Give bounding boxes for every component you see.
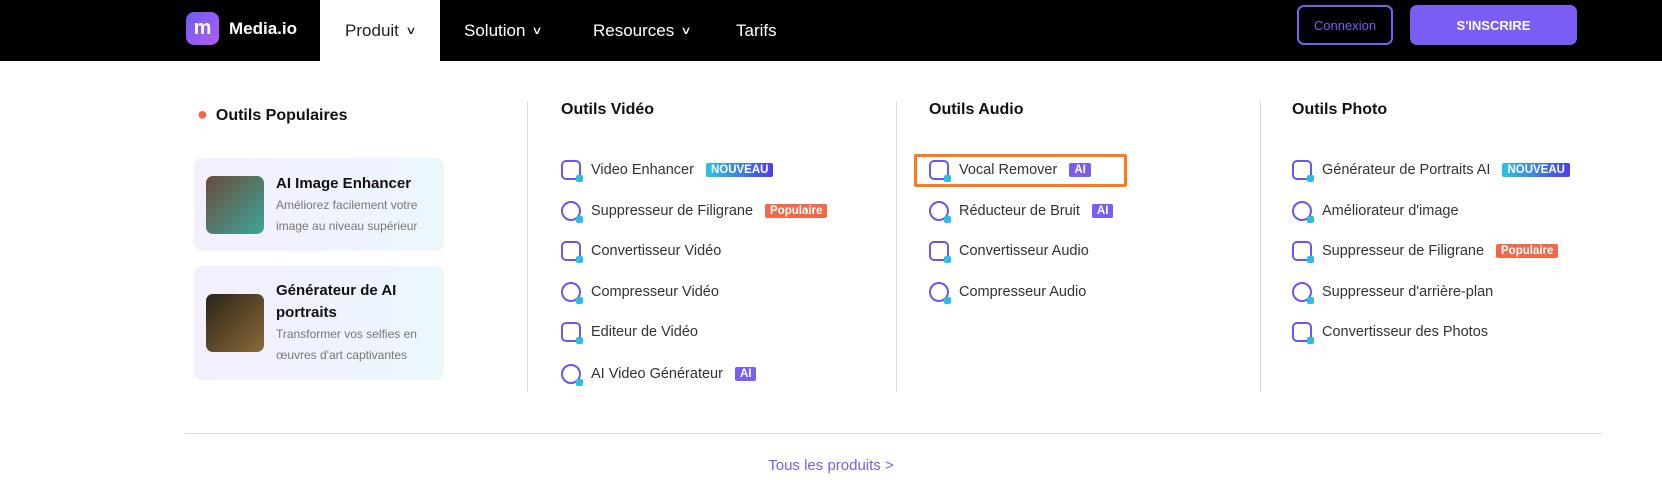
photo-item[interactable]: Suppresseur d'arrière-plan: [1292, 279, 1493, 305]
card-thumbnail: [206, 175, 264, 234]
nav-label: Solution: [464, 20, 526, 40]
card-title: AI Image Enhancer: [276, 174, 412, 192]
all-products-link-text[interactable]: Tous les produits >: [768, 457, 894, 474]
nav-label: Resources: [593, 20, 675, 40]
item-badge: AI: [1091, 204, 1114, 218]
background-remove-icon: [1292, 282, 1314, 304]
photo-item[interactable]: Améliorateur d'image: [1292, 198, 1459, 224]
nav-resources[interactable]: Resources ∨: [593, 0, 692, 61]
divider: [896, 101, 897, 392]
signup-button[interactable]: S'INSCRIRE: [1410, 5, 1577, 45]
item-label: Suppresseur d'arrière-plan: [1322, 284, 1494, 300]
nav-label: Produit: [345, 20, 399, 40]
video-item[interactable]: Editeur de Vidéo: [561, 319, 698, 345]
divider: [185, 433, 1602, 434]
card-ai-image-enhancer[interactable]: AI Image Enhancer Améliorez facilement vo…: [194, 158, 444, 251]
portrait-ai-icon: [1292, 160, 1314, 182]
watermark-remove-icon: [561, 201, 583, 223]
photo-item[interactable]: Suppresseur de Filigrane Populaire: [1292, 238, 1559, 264]
item-label: Suppresseur de Filigrane: [591, 203, 754, 219]
popular-title-text: Outils Populaires: [215, 107, 348, 124]
fire-icon: ●: [197, 104, 208, 124]
photo-item[interactable]: Convertisseur des Photos: [1292, 319, 1488, 345]
item-badge: Populaire: [765, 204, 828, 218]
audio-compress-icon: [929, 282, 951, 304]
divider: [527, 101, 528, 392]
video-convert-icon: [561, 241, 583, 263]
item-label: Réducteur de Bruit: [959, 203, 1080, 219]
item-badge: Populaire: [1496, 244, 1559, 258]
audio-tools-title: Outils Audio: [929, 101, 1024, 118]
card-title: Générateur de AI portraits: [276, 282, 397, 321]
video-item[interactable]: AI Video Générateur AI: [561, 361, 757, 387]
audio-item[interactable]: Vocal Remover AI: [929, 157, 1091, 183]
image-enhance-icon: [1292, 201, 1314, 223]
photo-item[interactable]: Générateur de Portraits AI NOUVEAU: [1292, 157, 1570, 183]
item-label: Video Enhancer: [591, 162, 694, 178]
nav-tarifs[interactable]: Tarifs: [736, 0, 777, 61]
item-label: Convertisseur des Photos: [1322, 324, 1489, 340]
item-label: Convertisseur Vidéo: [591, 243, 722, 259]
photo-convert-icon: [1292, 322, 1314, 344]
video-compress-icon: [561, 282, 583, 304]
ai-video-icon: [561, 364, 583, 386]
video-item[interactable]: Video Enhancer NOUVEAU: [561, 157, 774, 183]
item-label: Compresseur Audio: [959, 284, 1087, 300]
item-badge: AI: [734, 367, 757, 381]
item-label: Suppresseur de Filigrane: [1322, 243, 1485, 259]
item-label: Vocal Remover: [959, 162, 1058, 178]
highlight-box: [914, 154, 1127, 187]
audio-item[interactable]: Convertisseur Audio: [929, 238, 1089, 264]
video-item[interactable]: Convertisseur Vidéo: [561, 238, 721, 264]
chevron-down-icon: ∨: [405, 25, 417, 37]
top-navbar: m Media.io Produit ∨ Solution ∨ Resources ∨ …: [0, 0, 1662, 61]
item-label: Editeur de Vidéo: [591, 324, 698, 340]
card-desc: Transformer vos selfies en œuvres d'art …: [276, 327, 417, 362]
item-label: Améliorateur d'image: [1322, 203, 1459, 219]
watermark-remove-icon: [1292, 241, 1314, 263]
audio-convert-icon: [929, 241, 951, 263]
all-products-link: Tous les produits >: [0, 457, 1662, 474]
card-ai-portraits[interactable]: Générateur de AI portraits Transformer vo…: [194, 266, 444, 380]
nav-produit[interactable]: Produit ∨: [320, 0, 440, 61]
video-tools-title: Outils Vidéo: [561, 101, 655, 118]
popular-title: ● Outils Populaires: [197, 104, 347, 125]
item-label: Générateur de Portraits AI: [1322, 162, 1491, 178]
nav-solution[interactable]: Solution ∨: [464, 0, 544, 61]
item-label: Convertisseur Audio: [959, 243, 1089, 259]
item-label: AI Video Générateur: [591, 366, 723, 382]
audio-item[interactable]: Compresseur Audio: [929, 279, 1086, 305]
vocal-remover-icon: [929, 160, 951, 182]
noise-reduce-icon: [929, 201, 951, 223]
logo[interactable]: m Media.io: [186, 12, 297, 45]
nav-label: Tarifs: [736, 20, 777, 40]
divider: [1260, 101, 1261, 392]
item-badge: NOUVEAU: [705, 163, 774, 177]
item-label: Compresseur Vidéo: [591, 284, 719, 300]
photo-tools-title: Outils Photo: [1292, 101, 1388, 118]
item-badge: NOUVEAU: [1502, 163, 1570, 177]
login-button[interactable]: Connexion: [1297, 5, 1393, 45]
card-thumbnail: [206, 294, 264, 352]
card-desc: Améliorez facilement votre image au nive…: [276, 197, 418, 233]
video-edit-icon: [561, 322, 583, 344]
media-io-logo-icon: m: [186, 12, 219, 45]
chevron-down-icon: ∨: [531, 25, 544, 37]
item-badge: AI: [1069, 163, 1091, 177]
audio-item[interactable]: Réducteur de Bruit AI: [929, 198, 1114, 224]
video-item[interactable]: Compresseur Vidéo: [561, 279, 719, 305]
chevron-down-icon: ∨: [680, 25, 692, 37]
video-item[interactable]: Suppresseur de Filigrane Populaire: [561, 198, 828, 224]
logo-text: Media.io: [229, 18, 298, 38]
video-enhance-icon: [561, 160, 583, 182]
